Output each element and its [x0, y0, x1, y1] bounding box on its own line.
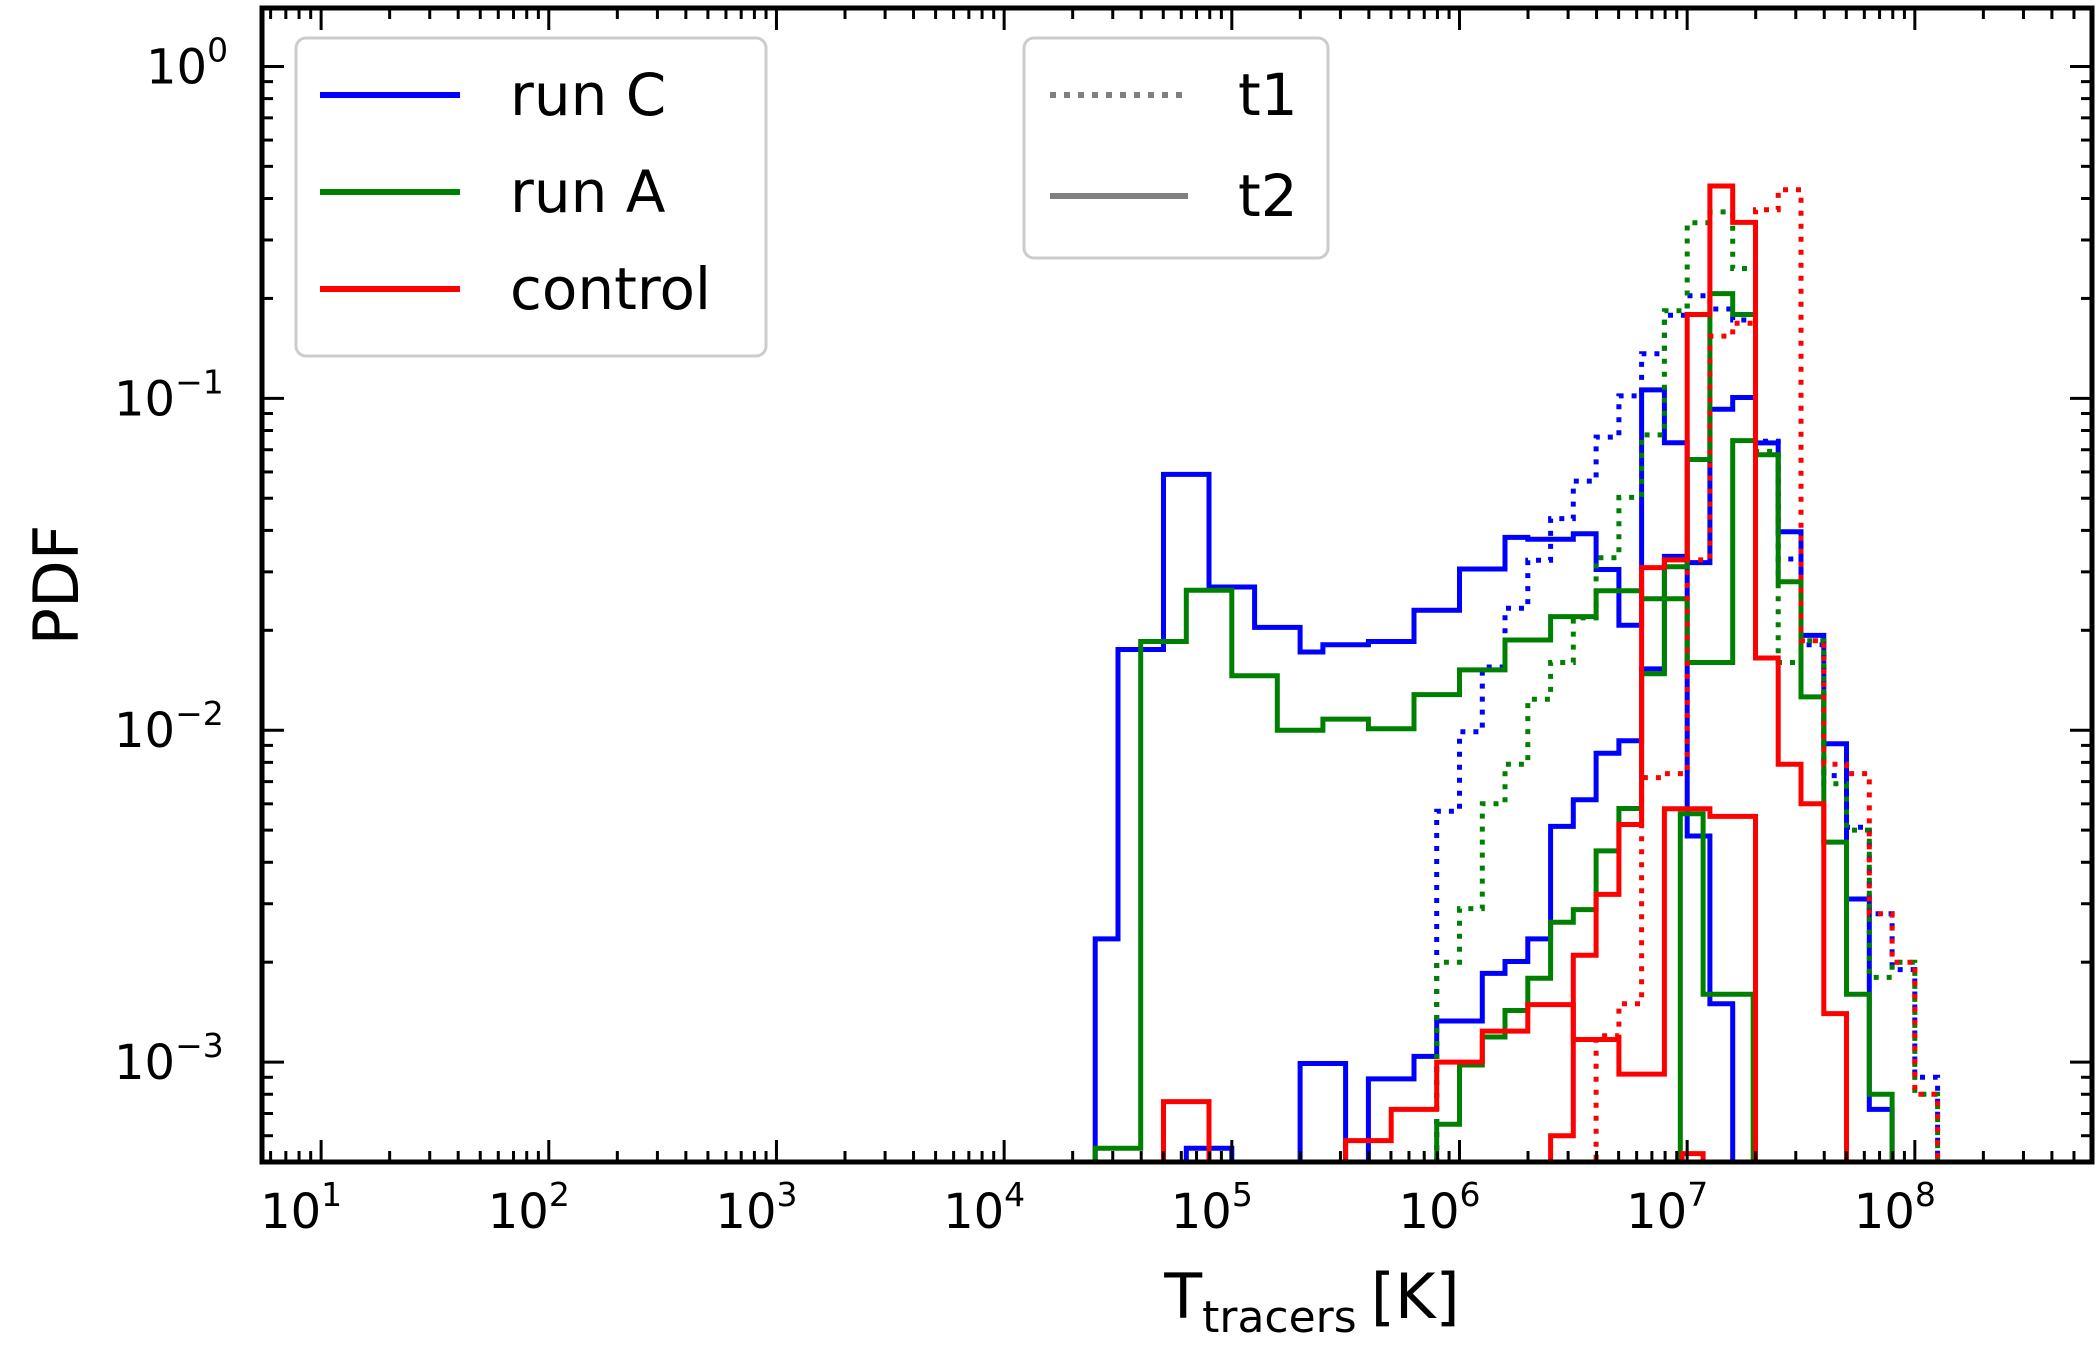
x-tick-base: 10 — [1171, 1184, 1232, 1240]
x-axis-label-subscript: tracers — [1202, 1292, 1357, 1343]
legend-upper-left: run C run A control — [294, 36, 768, 358]
legend-label-run-c: run C — [510, 61, 666, 129]
y-tick-label: 100 — [146, 30, 228, 95]
series-run-c-t2-hot-phase-2 — [1183, 395, 1895, 1162]
x-tick-base: 10 — [1854, 1184, 1915, 1240]
x-tick-exp: 5 — [1232, 1175, 1253, 1214]
series-control-t2-hot-phase-10 — [1548, 183, 1849, 1162]
x-tick-label: 106 — [1398, 1175, 1480, 1240]
legend-label-t1: t1 — [1238, 61, 1298, 129]
x-tick-exp: 7 — [1687, 1175, 1708, 1214]
x-tick-base: 10 — [260, 1184, 321, 1240]
x-tick-exp: 3 — [777, 1175, 798, 1214]
x-tick-exp: 2 — [549, 1175, 570, 1214]
x-tick-exp: 8 — [1915, 1175, 1936, 1214]
y-tick-label: 10−3 — [114, 1026, 224, 1091]
y-tick-base: 10 — [114, 1035, 175, 1091]
y-axis-label: PDF — [20, 525, 93, 646]
x-tick-base: 10 — [1398, 1184, 1459, 1240]
series-control-t2-8 — [1161, 806, 1758, 1162]
x-tick-label: 102 — [488, 1175, 570, 1240]
x-tick-exp: 1 — [321, 1175, 342, 1214]
series-run-a-t1-3 — [1434, 209, 1941, 1162]
x-tick-exp: 4 — [1004, 1175, 1025, 1214]
series-run-a-t2-warm-tail-5 — [1677, 811, 1756, 1162]
y-tick-exp: −3 — [175, 1026, 224, 1065]
legend-label-t2: t2 — [1238, 162, 1298, 230]
y-tick-label: 10−1 — [114, 362, 224, 427]
x-tick-base: 10 — [715, 1184, 776, 1240]
label-layer: Ttracers [K] PDF — [20, 525, 1460, 1343]
series-control-t1-7 — [1593, 187, 1941, 1162]
x-tick-label: 104 — [943, 1175, 1025, 1240]
y-tick-exp: −1 — [175, 362, 224, 401]
x-axis-label: Ttracers [K] — [1163, 1260, 1460, 1343]
x-tick-base: 10 — [488, 1184, 549, 1240]
y-tick-base: 10 — [114, 371, 175, 427]
y-tick-exp: −2 — [175, 694, 224, 733]
x-axis-label-unit: [K] — [1371, 1260, 1460, 1333]
legend-label-control: control — [510, 255, 711, 323]
plot-frame — [259, 5, 2095, 1165]
x-tick-label: 105 — [1171, 1175, 1253, 1240]
x-axis-label-main: T — [1163, 1260, 1203, 1333]
series-layer — [1092, 183, 1941, 1162]
legend-box — [1022, 36, 1330, 260]
x-tick-label: 107 — [1626, 1175, 1708, 1240]
x-tick-label: 101 — [260, 1175, 342, 1240]
x-tick-label: 108 — [1854, 1175, 1936, 1240]
y-tick-base: 10 — [114, 703, 175, 759]
series-run-c-t2-1 — [1092, 387, 1736, 1162]
y-tick-base: 10 — [146, 39, 207, 95]
series-run-a-t2-4 — [1092, 438, 1758, 1162]
y-tick-label: 10−2 — [114, 694, 224, 759]
series-control-t2-warm-tail-9 — [1679, 1151, 1706, 1162]
legend-label-run-a: run A — [510, 158, 666, 226]
x-tick-exp: 6 — [1460, 1175, 1481, 1214]
series-run-a-t2-hot-phase-6 — [1434, 291, 1895, 1162]
legend-box — [294, 36, 768, 358]
y-tick-exp: 0 — [207, 30, 228, 69]
x-tick-base: 10 — [943, 1184, 1004, 1240]
x-tick-base: 10 — [1626, 1184, 1687, 1240]
x-tick-label: 103 — [715, 1175, 797, 1240]
